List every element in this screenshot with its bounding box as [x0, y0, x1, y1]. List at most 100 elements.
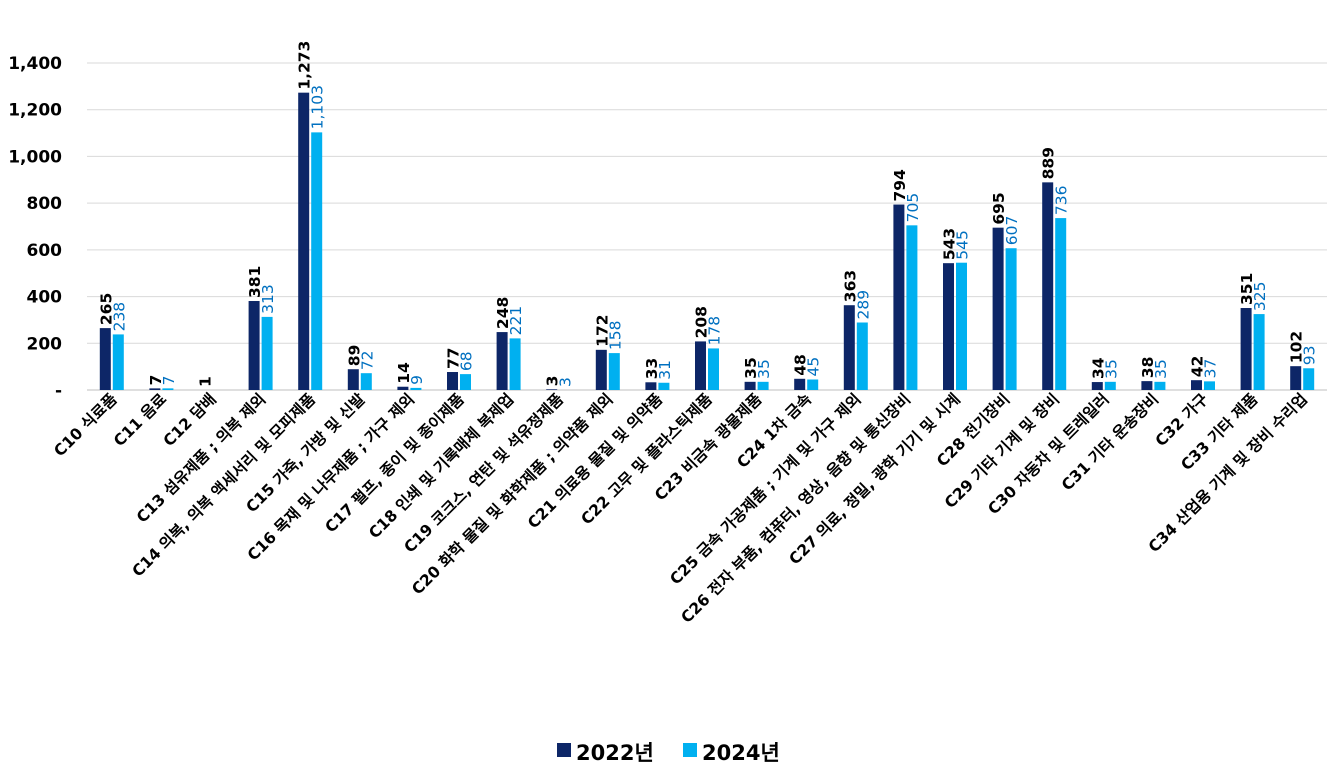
data-label-2024-23: 325: [1251, 281, 1269, 311]
data-label-2024-19: 736: [1053, 185, 1071, 215]
bar-2022-20: [1091, 382, 1103, 390]
bar-2022-12: [695, 341, 706, 390]
bar-2022-5: [347, 369, 359, 390]
y-tick-label: -: [55, 381, 62, 401]
legend-label-2024: 2024년: [702, 741, 780, 765]
bar-2024-21: [1154, 381, 1166, 390]
bar-2022-9: [546, 389, 558, 390]
data-label-2024-22: 37: [1202, 359, 1220, 379]
data-label-2024-21: 35: [1152, 359, 1170, 379]
bar-2022-16: [893, 204, 905, 390]
bar-2022-24: [1290, 366, 1302, 390]
data-label-2022-2: 1: [197, 376, 215, 387]
bar-2024-11: [658, 382, 670, 390]
data-label-2024-16: 705: [904, 193, 922, 223]
bar-2022-17: [943, 263, 954, 390]
bar-2024-18: [1005, 248, 1017, 390]
bar-2024-7: [460, 374, 471, 390]
data-label-2024-0: 238: [110, 302, 128, 332]
data-label-2024-8: 221: [507, 306, 525, 336]
data-label-2022-5: 89: [345, 345, 363, 367]
y-tick-label: 1,000: [8, 147, 62, 167]
bar-2024-3: [261, 316, 273, 390]
bar-2024-12: [708, 348, 719, 390]
bar-2024-0: [112, 334, 124, 390]
bar-2024-19: [1055, 218, 1067, 390]
bar-2024-4: [311, 132, 323, 390]
bar-2024-22: [1204, 381, 1215, 390]
data-label-2024-7: 68: [458, 351, 476, 371]
data-label-2022-21: 38: [1139, 357, 1157, 379]
bar-2022-13: [744, 381, 756, 390]
bar-2022-10: [595, 349, 607, 390]
data-label-2022-24: 102: [1288, 331, 1306, 363]
data-label-2022-1: 7: [147, 375, 165, 386]
bar-2022-11: [645, 382, 657, 390]
bar-2024-20: [1104, 381, 1116, 390]
x-tick-label: C14 의복, 의복 액세서리 및 모피제품: [128, 389, 319, 580]
legend: 2022년 2024년: [557, 741, 780, 765]
bar-2022-18: [992, 227, 1004, 390]
bars: [99, 92, 1315, 390]
bar-2024-10: [608, 353, 620, 390]
data-label-2022-9: 3: [544, 376, 562, 387]
data-label-2022-20: 34: [1089, 357, 1107, 379]
legend-swatch-2022: [557, 743, 571, 757]
bar-2024-13: [757, 381, 769, 390]
data-label-2022-10: 172: [593, 314, 611, 346]
data-label-2024-24: 93: [1301, 346, 1319, 366]
data-label-2022-4: 1,273: [296, 41, 314, 90]
data-label-2022-17: 543: [941, 228, 959, 260]
data-label-2024-20: 35: [1102, 359, 1120, 379]
y-tick-label: 400: [27, 288, 63, 308]
gridlines: [87, 62, 1327, 391]
data-label-2024-15: 289: [854, 290, 872, 320]
y-tick-label: 800: [27, 194, 63, 214]
data-label-2022-22: 42: [1189, 356, 1207, 378]
data-label-2024-17: 545: [954, 230, 972, 260]
data-label-2022-8: 248: [494, 297, 512, 329]
data-label-2024-6: 9: [408, 375, 426, 385]
bar-2022-1: [149, 388, 161, 390]
y-tick-label: 1,400: [8, 54, 62, 74]
y-axis-ticks: - 200 400 600 800 1,000 1,200 1,400: [8, 54, 62, 401]
data-label-2024-5: 72: [358, 350, 376, 370]
data-label-2024-10: 158: [606, 321, 624, 351]
legend-swatch-2024: [683, 743, 697, 757]
bar-2022-19: [1042, 182, 1054, 390]
bar-2022-15: [843, 305, 855, 390]
data-label-2022-23: 351: [1238, 273, 1256, 305]
data-label-2022-18: 695: [990, 192, 1008, 224]
y-tick-label: 1,200: [8, 101, 62, 121]
data-label-2024-3: 313: [259, 284, 277, 314]
data-label-2022-6: 14: [395, 362, 413, 384]
data-label-2024-13: 35: [755, 359, 773, 379]
x-tick-label: C26 전자 부품, 컴퓨터, 영상, 음향 및 통신장비: [677, 389, 914, 626]
bar-2022-4: [298, 92, 310, 390]
data-label-2022-15: 363: [841, 270, 859, 302]
bar-2022-14: [794, 378, 806, 390]
bar-2024-15: [856, 322, 868, 390]
data-label-2024-4: 1,103: [309, 85, 327, 129]
bar-2022-3: [248, 301, 260, 390]
data-label-2022-11: 33: [643, 358, 661, 380]
legend-label-2022: 2022년: [576, 741, 654, 765]
bar-2022-0: [99, 328, 111, 390]
y-tick-label: 200: [27, 334, 63, 354]
bar-2024-16: [906, 225, 918, 390]
x-tick-label: C11 음료: [110, 390, 170, 450]
bar-2022-8: [496, 332, 508, 390]
x-tick-label: C31 기타 운송장비: [1058, 390, 1162, 494]
bar-2022-7: [447, 372, 458, 390]
bar-2024-24: [1303, 368, 1315, 390]
bar-2022-6: [397, 386, 409, 390]
bar-2024-14: [807, 379, 819, 390]
bar-2024-5: [360, 373, 372, 390]
data-label-2024-18: 607: [1003, 216, 1021, 246]
data-label-2022-16: 794: [891, 169, 909, 202]
y-tick-label: 600: [27, 241, 63, 261]
bar-2024-8: [509, 338, 521, 390]
